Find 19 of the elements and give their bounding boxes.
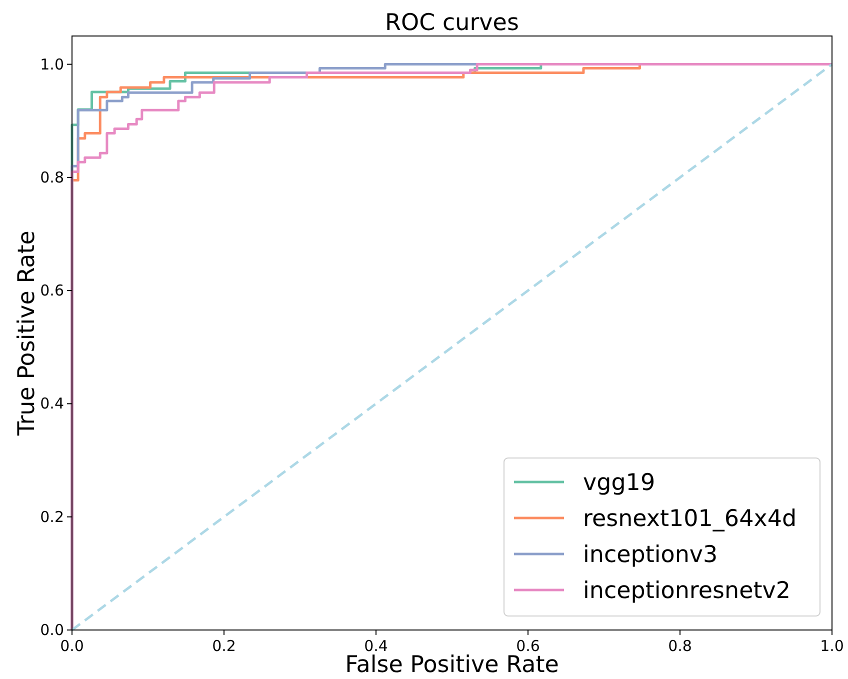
legend-label: inceptionv3 [583, 542, 718, 568]
x-tick-label: 1.0 [820, 637, 844, 655]
y-tick-label: 0.0 [40, 621, 64, 639]
x-tick-label: 0.6 [516, 637, 540, 655]
x-tick-label: 0.4 [364, 637, 388, 655]
y-tick-label: 0.6 [40, 282, 64, 300]
chart-title: ROC curves [385, 10, 519, 36]
x-axis-title: False Positive Rate [345, 652, 559, 678]
legend-label: resnext101_64x4d [583, 506, 797, 532]
y-tick-label: 0.4 [40, 394, 64, 413]
y-axis-title: True Positive Rate [14, 230, 40, 436]
legend-label: inceptionresnetv2 [583, 578, 790, 604]
x-tick-label: 0.8 [668, 637, 692, 655]
y-tick-label: 0.2 [40, 508, 64, 526]
x-tick-label: 0.0 [60, 637, 84, 655]
y-tick-label: 1.0 [40, 55, 64, 74]
x-tick-label: 0.2 [212, 637, 236, 655]
y-tick-label: 0.8 [40, 168, 64, 186]
legend-label: vgg19 [583, 470, 656, 496]
